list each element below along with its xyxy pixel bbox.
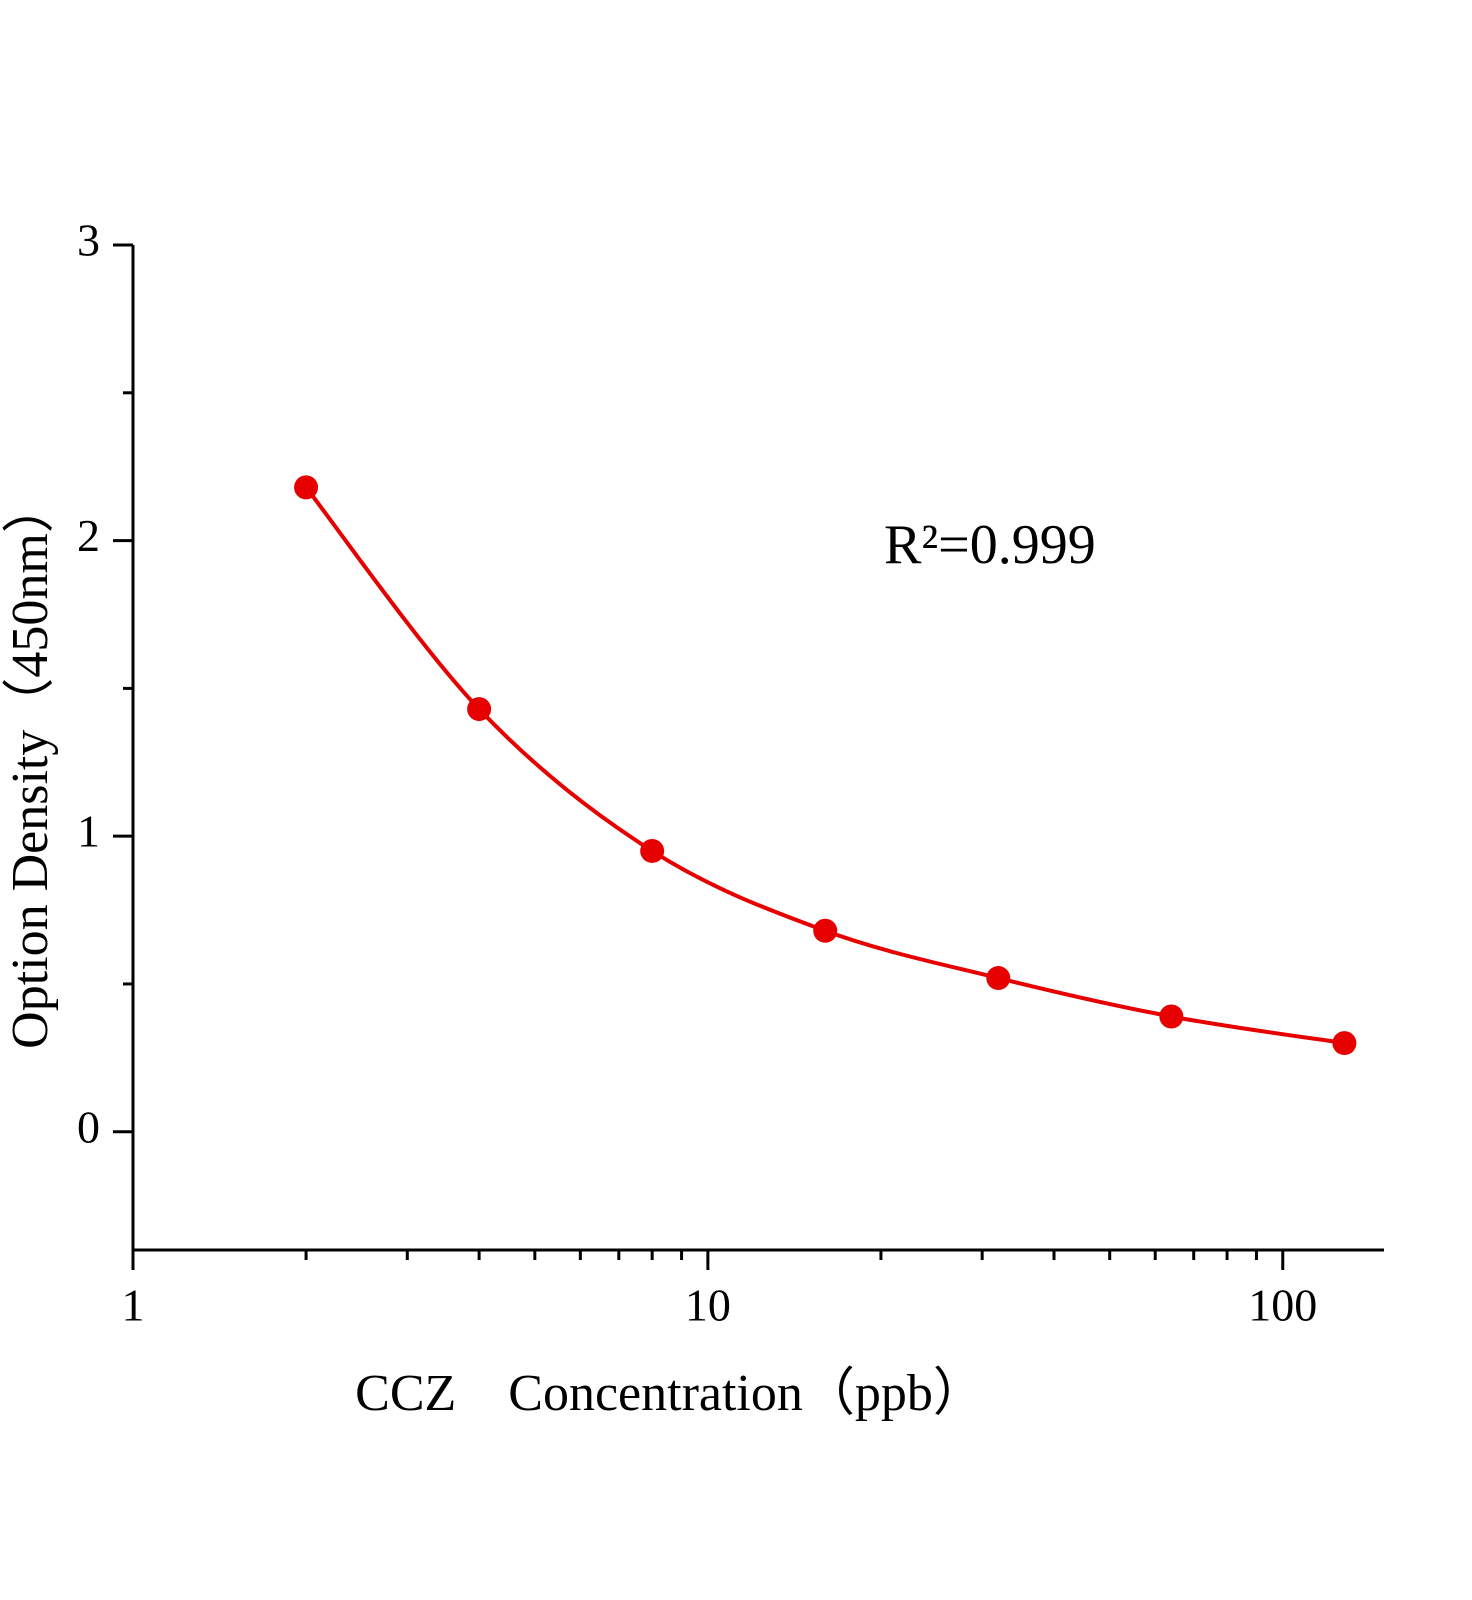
y-tick-label: 3 xyxy=(77,215,100,266)
data-point xyxy=(1159,1004,1184,1029)
fit-curve xyxy=(304,486,1345,1046)
x-tick-label: 10 xyxy=(685,1280,731,1331)
data-point xyxy=(1332,1031,1357,1056)
y-tick-label: 2 xyxy=(77,510,100,561)
data-point xyxy=(294,475,319,500)
x-tick-label: 1 xyxy=(122,1280,145,1331)
data-point xyxy=(813,918,838,943)
data-point xyxy=(640,838,665,863)
data-point xyxy=(467,697,492,722)
x-axis-title: CCZ Concentration（ppb） xyxy=(355,1365,985,1422)
y-axis-title: Option Density（450nm） xyxy=(2,481,59,1049)
data-point xyxy=(986,966,1011,991)
x-tick-label: 100 xyxy=(1248,1280,1317,1331)
y-tick-label: 0 xyxy=(77,1101,100,1152)
y-tick-label: 1 xyxy=(77,806,100,857)
annotation: R²=0.999 xyxy=(884,514,1096,576)
